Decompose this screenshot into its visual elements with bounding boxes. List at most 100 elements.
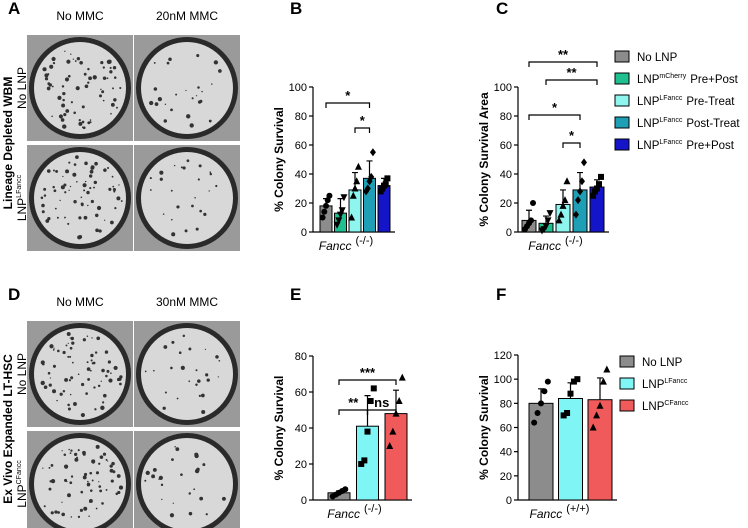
- x-axis-label: Fancc (-/-): [327, 503, 381, 521]
- colony: [53, 189, 57, 193]
- colony: [81, 120, 85, 124]
- colony: [169, 513, 175, 518]
- colony: [48, 383, 52, 387]
- data-point: [599, 377, 607, 385]
- colony: [81, 126, 84, 129]
- colony: [164, 391, 167, 394]
- colony: [70, 475, 74, 478]
- colony: [63, 464, 69, 469]
- colony: [69, 355, 72, 358]
- colony: [61, 85, 65, 88]
- colony: [80, 382, 85, 387]
- legend-name: LNP: [637, 96, 660, 108]
- colony: [64, 378, 69, 382]
- colony: [69, 452, 72, 455]
- colony: [110, 479, 114, 483]
- colony: [53, 347, 55, 349]
- row-label: No LNP: [15, 353, 29, 395]
- colony: [110, 112, 112, 115]
- row-label-text: No LNP: [15, 67, 29, 109]
- x-axis-gene: Fancc: [528, 239, 561, 253]
- colony: [182, 334, 186, 338]
- significance-bracket: [338, 379, 397, 385]
- colony: [112, 87, 114, 90]
- colony: [72, 172, 77, 177]
- colony: [116, 196, 121, 201]
- colony: [68, 189, 70, 192]
- colony: [87, 67, 90, 71]
- colony: [76, 456, 78, 459]
- colony: [96, 205, 102, 211]
- colony: [83, 472, 88, 477]
- colony: [114, 207, 117, 210]
- significance-label: *: [345, 88, 351, 103]
- colony: [185, 89, 187, 92]
- colony: [63, 183, 67, 187]
- data-point: [579, 177, 585, 186]
- colony: [85, 392, 88, 395]
- colony: [158, 475, 163, 481]
- colony: [111, 175, 114, 178]
- colony: [67, 342, 69, 344]
- y-axis-label: % Colony Survival: [272, 107, 286, 212]
- data-point: [563, 177, 571, 185]
- colony: [60, 185, 65, 190]
- colony: [92, 75, 97, 80]
- colony: [50, 463, 54, 467]
- colony: [52, 61, 56, 65]
- colony: [172, 502, 174, 504]
- colony: [43, 194, 47, 197]
- colony: [113, 76, 117, 79]
- colony: [120, 200, 123, 202]
- colony: [67, 74, 71, 78]
- well-inner: [141, 438, 233, 528]
- legend-sup: LFancc: [664, 378, 687, 385]
- colony: [47, 371, 51, 375]
- colony: [57, 349, 60, 353]
- colony: [75, 86, 80, 91]
- row-label-text: LNP: [15, 484, 29, 507]
- colony: [78, 121, 83, 126]
- colony: [92, 361, 96, 365]
- colony: [75, 155, 79, 159]
- colony: [61, 501, 63, 503]
- colony: [80, 412, 85, 418]
- colony: [49, 377, 51, 379]
- colony: [88, 76, 92, 81]
- data-point: [581, 158, 587, 167]
- colony: [86, 483, 91, 487]
- colony: [89, 169, 94, 174]
- data-point: [531, 419, 538, 426]
- y-axis-label: % Colony Survival: [272, 376, 286, 481]
- colony: [208, 190, 210, 192]
- colony: [76, 180, 78, 183]
- y-tick-label: 80: [295, 351, 307, 363]
- colony: [113, 190, 116, 193]
- colony: [106, 369, 110, 373]
- legend-sup: LFancc: [659, 95, 682, 102]
- colony: [82, 475, 87, 480]
- colony: [64, 50, 66, 52]
- data-point: [386, 442, 394, 449]
- legend-name: No LNP: [637, 52, 678, 64]
- colony: [107, 166, 110, 170]
- colony: [170, 189, 173, 192]
- colony: [49, 344, 54, 349]
- colony: [115, 492, 119, 496]
- colony: [218, 359, 221, 362]
- data-point: [364, 428, 371, 435]
- significance-label: *: [569, 128, 575, 143]
- data-point: [603, 365, 611, 373]
- colony: [178, 351, 182, 354]
- data-point: [593, 411, 601, 419]
- data-point: [555, 216, 563, 224]
- legend-suffix: Pre-Treat: [686, 96, 735, 108]
- colony: [95, 228, 99, 233]
- data-point: [338, 207, 346, 215]
- colony: [118, 184, 120, 186]
- colony: [68, 161, 71, 164]
- data-point: [368, 172, 375, 181]
- colony: [118, 485, 124, 490]
- legend-suffix: Post-Treat: [686, 118, 740, 130]
- colony: [195, 383, 198, 387]
